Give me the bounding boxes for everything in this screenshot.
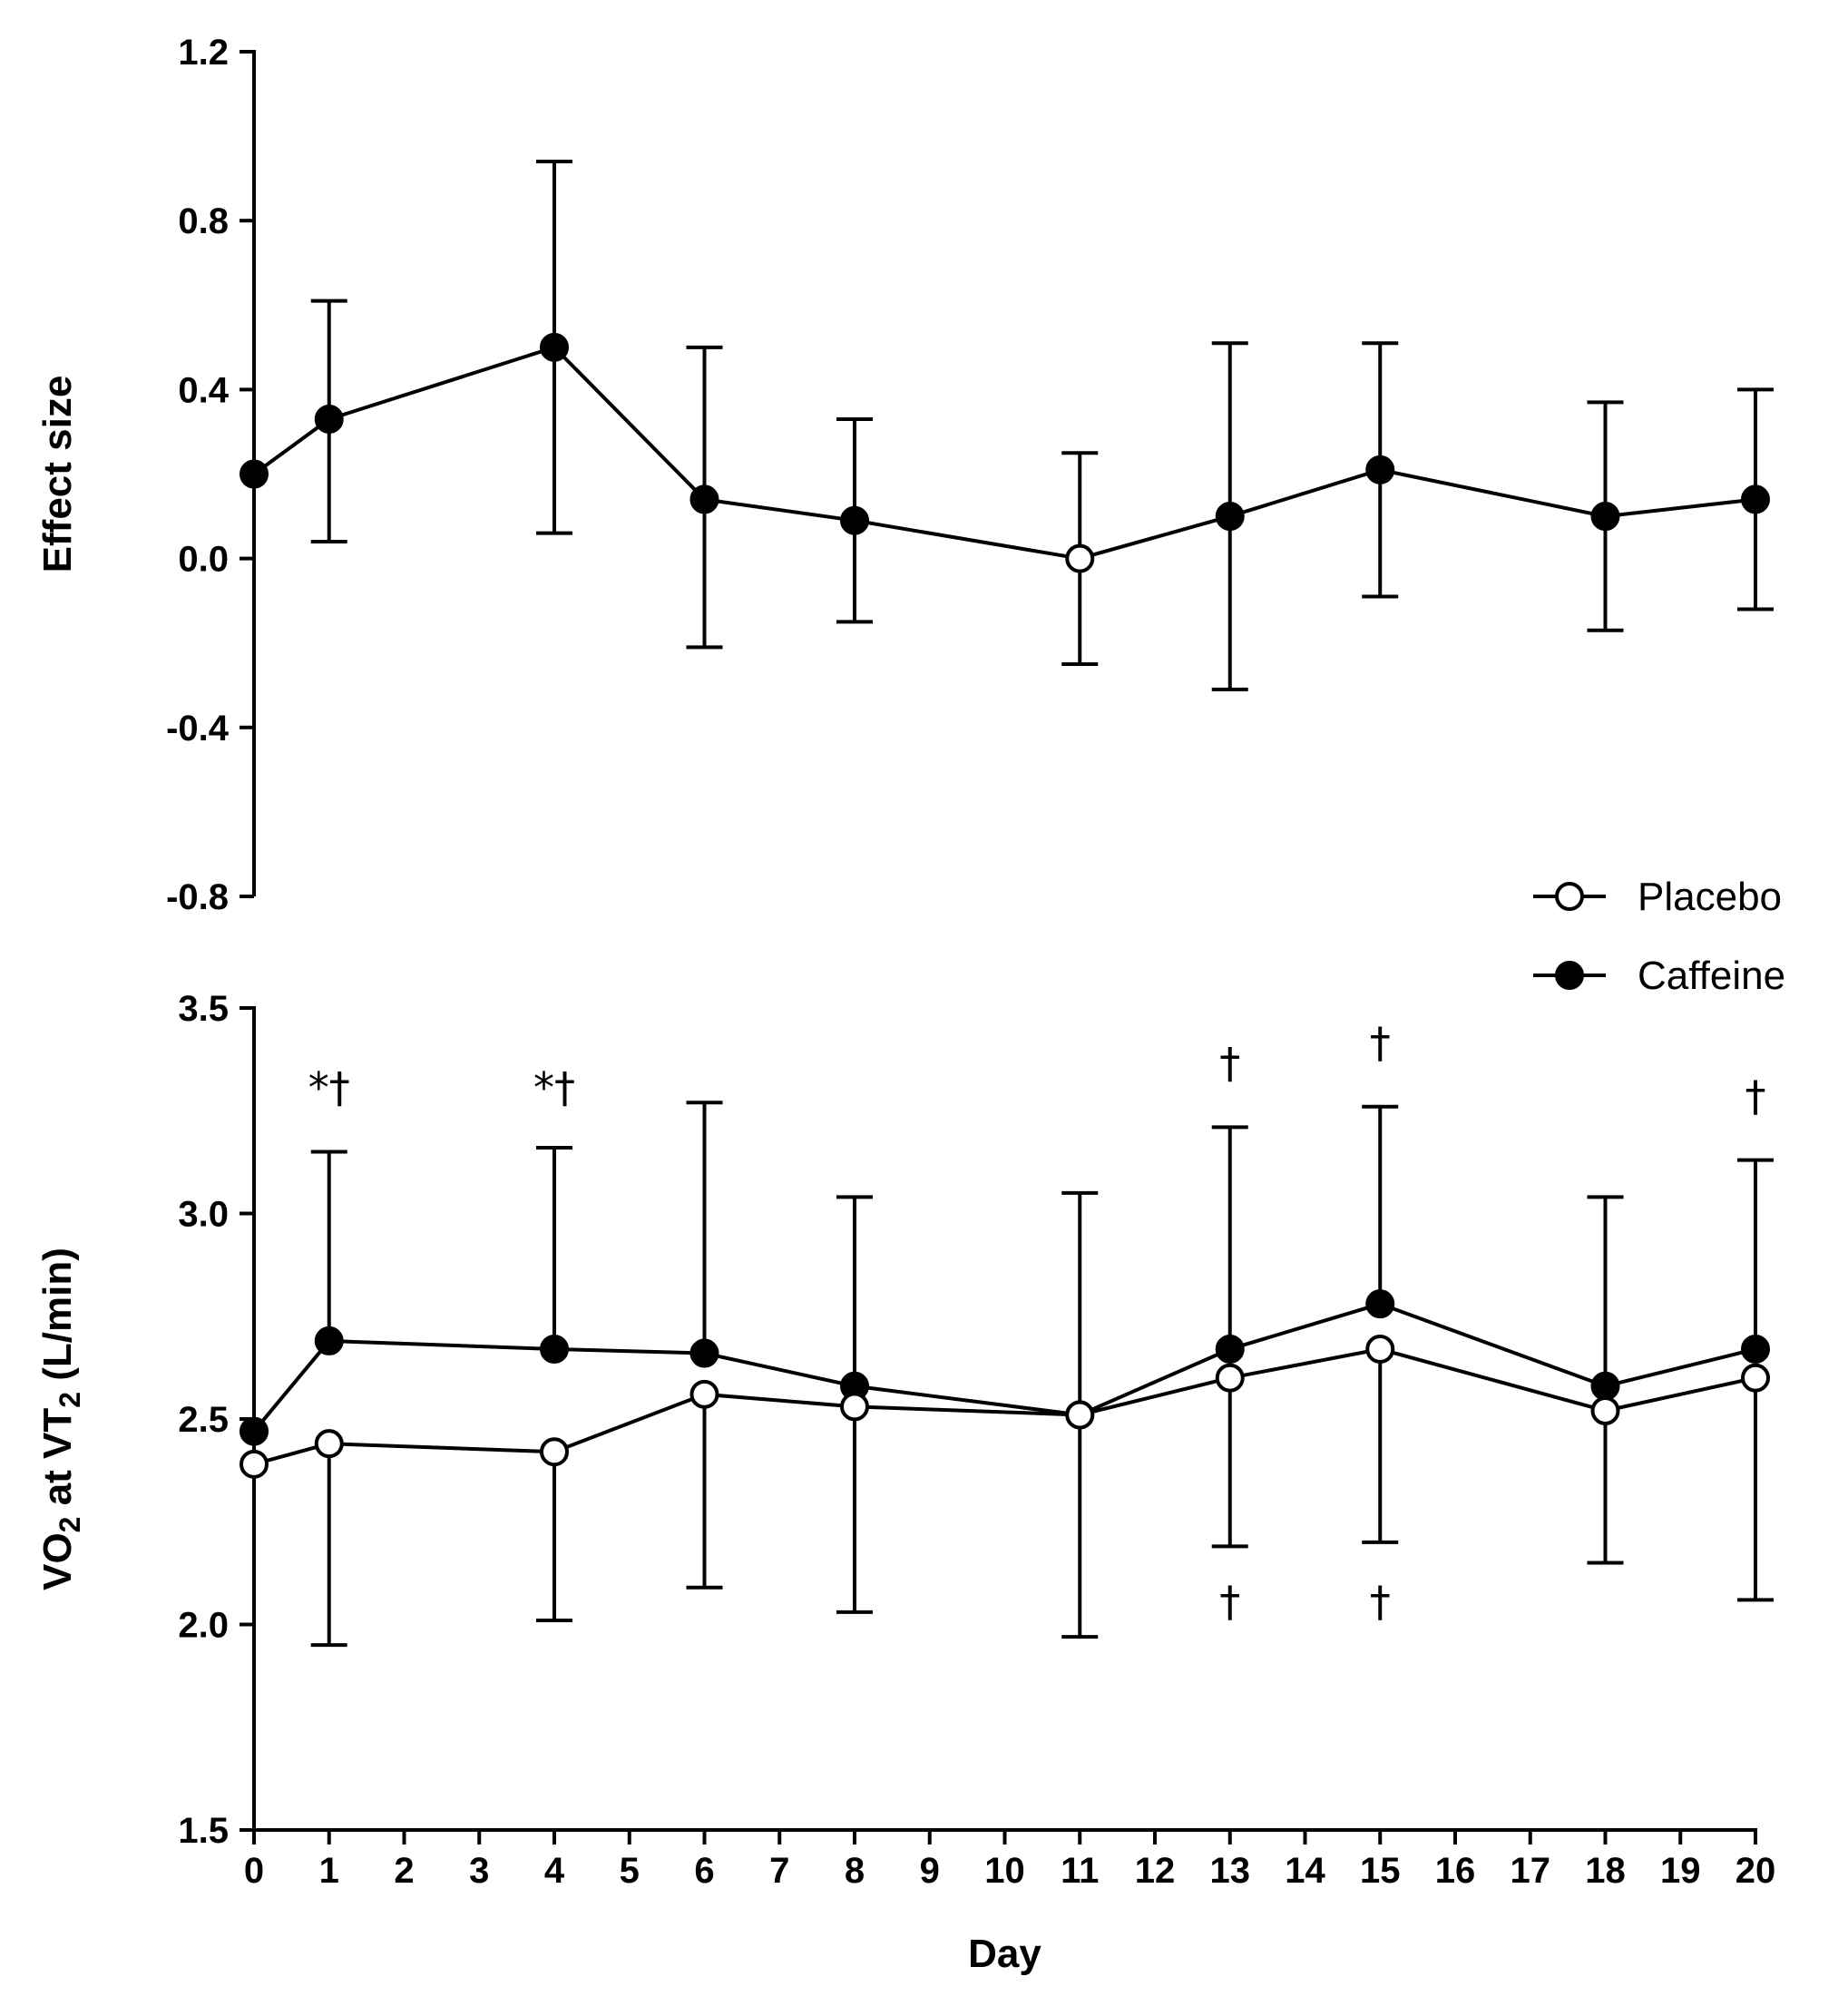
bottom-x-tick-label: 12 <box>1135 1851 1176 1891</box>
placebo-point <box>1741 1363 1770 1393</box>
bottom-x-tick-label: 3 <box>469 1851 489 1891</box>
top-point-filled <box>314 404 344 434</box>
top-point-filled <box>1590 502 1620 532</box>
placebo-point <box>1365 1334 1395 1364</box>
bottom-y-tick-label: 1.5 <box>178 1811 229 1851</box>
bottom-x-tick-label: 15 <box>1360 1851 1401 1891</box>
bottom-x-tick-label: 7 <box>769 1851 789 1891</box>
top-point-filled <box>240 459 269 489</box>
caffeine-point <box>1590 1371 1620 1401</box>
effect-size-panel: 1.2 0.8 0.4 0.0 -0.4 -0.8 Effect size <box>35 33 1774 917</box>
y-axis-title-part: (L/min) <box>35 1248 80 1392</box>
caffeine-point <box>314 1326 344 1355</box>
bottom-x-tick-label: 16 <box>1435 1851 1476 1891</box>
placebo-point <box>240 1449 269 1479</box>
bottom-x-tick-label: 6 <box>694 1851 714 1891</box>
bottom-x-tick-label: 19 <box>1660 1851 1701 1891</box>
top-y-tick-label: -0.4 <box>166 709 230 749</box>
y-axis-title-subscript: 2 <box>54 1392 86 1408</box>
top-point-filled <box>689 484 719 514</box>
bottom-x-tick-label: 14 <box>1285 1851 1325 1891</box>
top-point-filled <box>540 332 569 362</box>
placebo-point <box>540 1437 569 1467</box>
significance-annotation: † <box>1370 1577 1391 1626</box>
caffeine-point <box>240 1416 269 1446</box>
placebo-point <box>1215 1363 1245 1393</box>
top-y-tick-label: 1.2 <box>178 33 229 73</box>
bottom-x-tick-label: 10 <box>984 1851 1025 1891</box>
bottom-x-tick-label: 1 <box>319 1851 339 1891</box>
top-y-tick-label: 0.8 <box>178 201 229 241</box>
bottom-x-tick-label: 5 <box>620 1851 640 1891</box>
bottom-x-tick-label: 8 <box>845 1851 865 1891</box>
top-series-line <box>252 345 1756 561</box>
top-point-filled <box>1741 484 1770 514</box>
bottom-y-axis-title: VO2 at VT2 (L/min) <box>35 1248 86 1590</box>
bottom-x-tick-label: 9 <box>920 1851 940 1891</box>
legend-placebo-label: Placebo <box>1638 875 1782 919</box>
placebo-point <box>1590 1395 1620 1425</box>
y-axis-title-subscript: 2 <box>54 1517 86 1533</box>
bottom-x-tick-label: 18 <box>1585 1851 1626 1891</box>
legend-caffeine-label: Caffeine <box>1638 954 1785 998</box>
bottom-y-tick-label: 2.0 <box>178 1606 229 1646</box>
significance-annotation: *† <box>308 1063 350 1112</box>
placebo-point <box>314 1429 344 1459</box>
vo2-panel: 3.53.02.52.01.50 1 2 3 4 5 6 7 8 9 10 11 12 13 14 15 16 1… <box>35 989 1775 1976</box>
caffeine-point <box>689 1338 719 1368</box>
caffeine-line <box>252 1302 1756 1433</box>
top-point-filled <box>1365 455 1395 484</box>
caffeine-point <box>1741 1334 1770 1364</box>
bottom-x-tick-label: 17 <box>1511 1851 1551 1891</box>
caffeine-point <box>540 1334 569 1364</box>
top-y-tick-label: -0.8 <box>166 877 229 917</box>
top-y-tick-label: 0.4 <box>178 370 229 410</box>
x-axis-title: Day <box>968 1932 1041 1976</box>
legend: Placebo Caffeine <box>1533 875 1785 998</box>
significance-annotation: † <box>1219 1577 1240 1626</box>
caffeine-point <box>1365 1289 1395 1319</box>
significance-annotation: † <box>1219 1039 1240 1088</box>
significance-annotation: † <box>1745 1071 1766 1120</box>
bottom-x-tick-label: 11 <box>1061 1851 1099 1891</box>
bottom-x-tick-label: 2 <box>394 1851 414 1891</box>
placebo-point <box>840 1392 869 1422</box>
top-point-open <box>1065 543 1095 573</box>
placebo-line <box>253 1346 1756 1466</box>
legend-caffeine-marker <box>1555 961 1584 990</box>
top-y-axis-title: Effect size <box>35 376 80 573</box>
placebo-point <box>1065 1400 1095 1430</box>
bottom-y-tick-label: 3.5 <box>178 989 229 1029</box>
top-point-filled <box>840 505 869 535</box>
significance-annotation: † <box>1370 1018 1391 1067</box>
legend-placebo-marker <box>1555 882 1584 911</box>
bottom-x-tick-label: 13 <box>1210 1851 1251 1891</box>
significance-annotation: *† <box>533 1063 575 1112</box>
caffeine-point <box>1215 1334 1245 1364</box>
top-point-filled <box>1215 502 1245 532</box>
top-y-tick-label: 0.0 <box>178 540 229 580</box>
bottom-y-tick-label: 3.0 <box>178 1195 229 1235</box>
bottom-x-tick-label: 20 <box>1736 1851 1776 1891</box>
y-axis-title-part: at VT <box>35 1408 80 1517</box>
bottom-x-tick-label: 4 <box>544 1851 565 1891</box>
bottom-x-tick-label: 0 <box>244 1851 264 1891</box>
placebo-point <box>689 1379 719 1409</box>
y-axis-title-part: VO <box>35 1532 80 1590</box>
bottom-y-tick-label: 2.5 <box>178 1400 229 1440</box>
